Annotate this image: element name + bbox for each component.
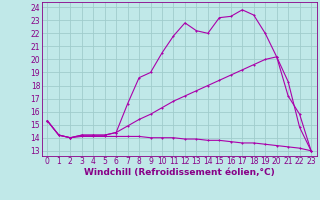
X-axis label: Windchill (Refroidissement éolien,°C): Windchill (Refroidissement éolien,°C) — [84, 168, 275, 177]
